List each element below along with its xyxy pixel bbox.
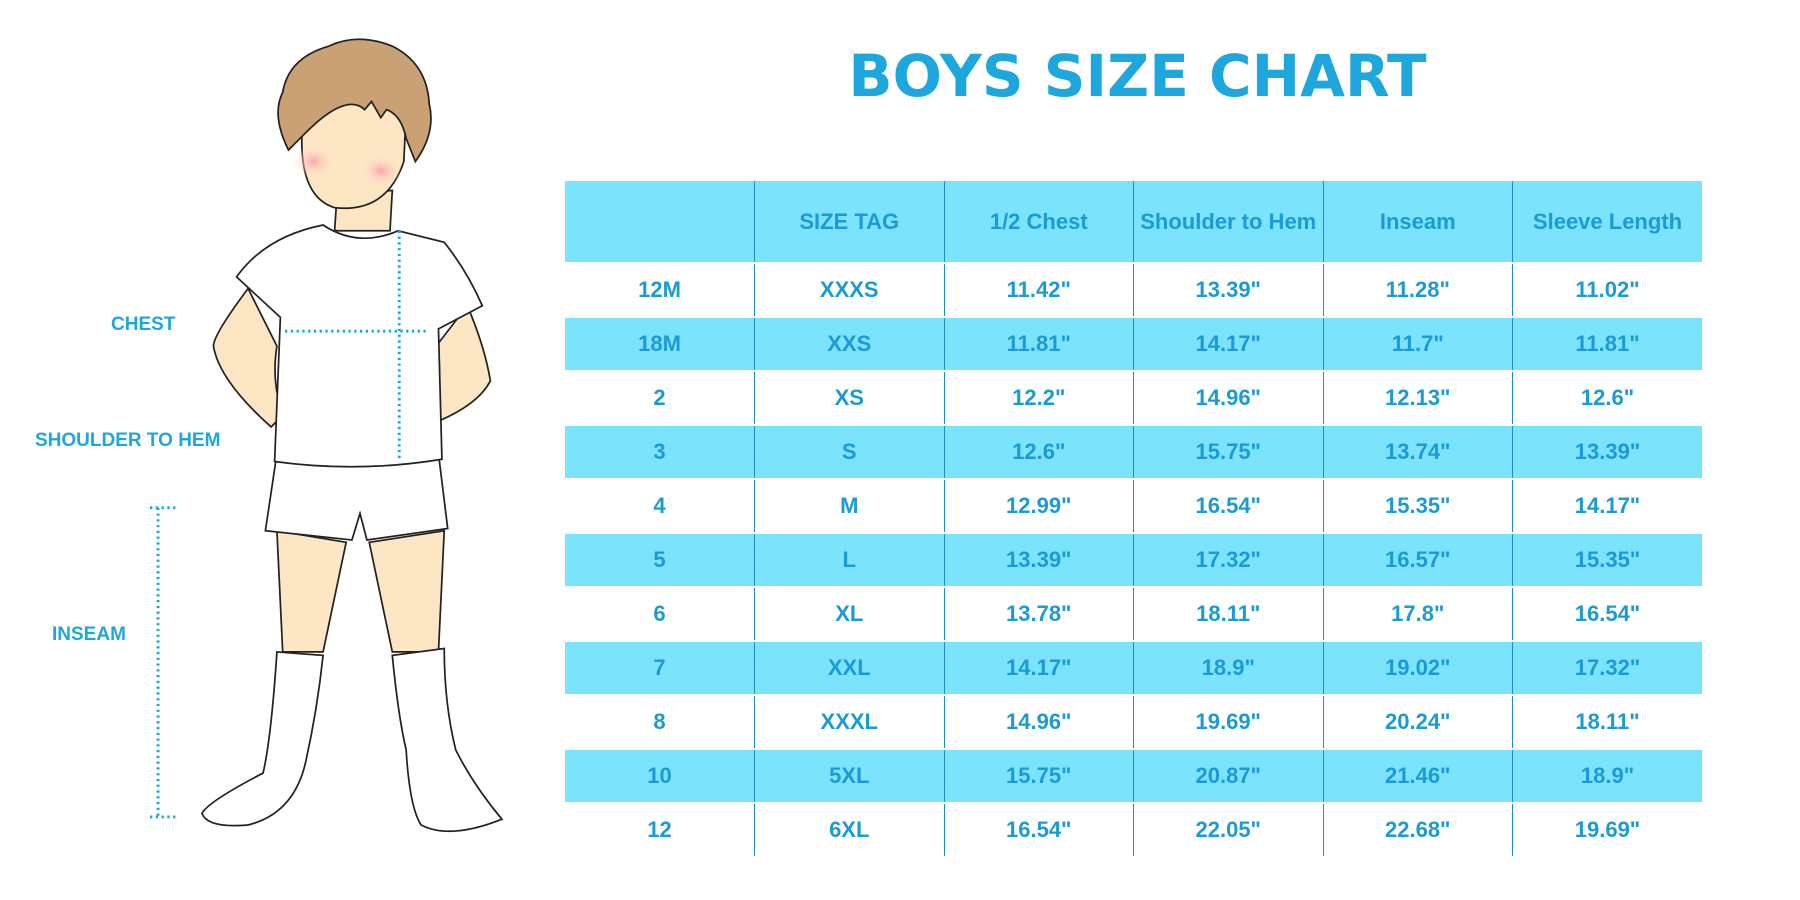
table-row: 7 XXL 14.17" 18.9" 19.02" 17.32" <box>565 641 1702 695</box>
table-cell: 17.8" <box>1322 587 1513 641</box>
table-cell: 11.28" <box>1322 263 1513 317</box>
table-row: 18M XXS 11.81" 14.17" 11.7" 11.81" <box>565 317 1702 371</box>
table-cell: 14.17" <box>1512 479 1702 533</box>
table-cell: S <box>754 425 944 479</box>
table-cell: 2 <box>653 385 666 410</box>
table-cell: 17.32" <box>1133 533 1323 587</box>
table-cell: 13.78" <box>943 587 1134 641</box>
table-cell: XXXL <box>754 695 944 749</box>
table-cell: 14.96" <box>1133 371 1323 425</box>
table-cell: 10 <box>565 749 755 803</box>
table-row: 4 M 12.99" 16.54" 15.35" 14.17" <box>565 479 1702 533</box>
table-cell: 19.69" <box>1133 695 1323 749</box>
table-cell: 7 <box>565 641 755 695</box>
table-cell: 15.75" <box>943 749 1134 803</box>
table-row: 2 XS 12.2" 14.96" 12.13" 12.6" <box>565 371 1702 425</box>
table-cell: 13.74" <box>1322 425 1513 479</box>
table-row: 3 S 12.6" 15.75" 13.74" 13.39" <box>565 425 1702 479</box>
table-cell: XL <box>754 587 944 641</box>
table-cell: 6 <box>653 601 666 626</box>
table-cell: 13.39" <box>1512 425 1702 479</box>
table-cell: 11.81" <box>1512 317 1702 371</box>
column-header: Shoulder to Hem <box>1133 181 1323 263</box>
table-cell: XXL <box>754 641 944 695</box>
table-cell: 20.24" <box>1322 695 1513 749</box>
table-cell: 11.42" <box>943 263 1134 317</box>
column-header <box>565 181 755 263</box>
table-cell: XXXS <box>754 263 944 317</box>
table-cell: 6XL <box>754 803 944 856</box>
table-row: 6 XL 13.78" 18.11" 17.8" 16.54" <box>565 587 1702 641</box>
table-cell: 11.7" <box>1322 317 1513 371</box>
table-cell: 18.9" <box>1133 641 1323 695</box>
table-cell: 11.81" <box>943 317 1134 371</box>
table-cell: 5 <box>565 533 755 587</box>
table-cell: L <box>754 533 944 587</box>
table-cell: 5XL <box>754 749 944 803</box>
column-header: Sleeve Length <box>1512 181 1702 263</box>
column-header: 1/2 Chest <box>943 181 1134 263</box>
chest-label: CHEST <box>111 314 176 335</box>
table-cell: 12.2" <box>943 371 1134 425</box>
page-title: BOYS SIZE CHART <box>848 42 1427 110</box>
table-cell: 4 <box>653 493 666 518</box>
column-header: Inseam <box>1322 181 1513 263</box>
table-cell: 14.96" <box>943 695 1134 749</box>
table-cell: 18M <box>565 317 755 371</box>
table-cell: 12.99" <box>943 479 1134 533</box>
table-cell: 16.54" <box>943 803 1134 856</box>
table-cell: 3 <box>565 425 755 479</box>
table-cell: XXS <box>754 317 944 371</box>
table-row: 12M XXXS 11.42" 13.39" 11.28" 11.02" <box>565 263 1702 317</box>
table-cell: 16.54" <box>1512 587 1702 641</box>
table-cell: 12 <box>647 817 672 842</box>
column-header: SIZE TAG <box>754 181 944 263</box>
table-cell: 11.02" <box>1512 263 1702 317</box>
table-cell: 15.35" <box>1512 533 1702 587</box>
table-cell: 12M <box>638 277 681 302</box>
table-cell: M <box>754 479 944 533</box>
table-cell: 16.57" <box>1322 533 1513 587</box>
shoulder-to-hem-label: SHOULDER TO HEM <box>35 430 221 451</box>
table-cell: 12.6" <box>943 425 1134 479</box>
table-cell: 12.6" <box>1512 371 1702 425</box>
table-header-row: SIZE TAG 1/2 Chest Shoulder to Hem Inseam Sl… <box>565 181 1702 263</box>
table-row: 10 5XL 15.75" 20.87" 21.46" 18.9" <box>565 749 1702 803</box>
table-cell: 15.75" <box>1133 425 1323 479</box>
table-cell: 18.9" <box>1512 749 1702 803</box>
table-cell: 19.02" <box>1322 641 1513 695</box>
table-cell: XS <box>754 371 944 425</box>
table-cell: 19.69" <box>1512 803 1702 856</box>
table-cell: 14.17" <box>943 641 1134 695</box>
table-cell: 17.32" <box>1512 641 1702 695</box>
table-cell: 16.54" <box>1133 479 1323 533</box>
table-cell: 12.13" <box>1322 371 1513 425</box>
table-cell: 14.17" <box>1133 317 1323 371</box>
table-cell: 20.87" <box>1133 749 1323 803</box>
table-cell: 13.39" <box>1133 263 1323 317</box>
inseam-label: INSEAM <box>52 624 126 645</box>
table-cell: 8 <box>653 709 666 734</box>
table-row: 5 L 13.39" 17.32" 16.57" 15.35" <box>565 533 1702 587</box>
size-chart-table: SIZE TAG 1/2 Chest Shoulder to Hem Inseam Sl… <box>565 181 1702 856</box>
table-cell: 21.46" <box>1322 749 1513 803</box>
table-cell: 22.05" <box>1133 803 1323 856</box>
table-cell: 22.68" <box>1322 803 1513 856</box>
table-cell: 18.11" <box>1133 587 1323 641</box>
table-cell: 13.39" <box>943 533 1134 587</box>
table-cell: 15.35" <box>1322 479 1513 533</box>
table-row: 12 6XL 16.54" 22.05" 22.68" 19.69" <box>565 803 1702 856</box>
table-row: 8 XXXL 14.96" 19.69" 20.24" 18.11" <box>565 695 1702 749</box>
table-cell: 18.11" <box>1512 695 1702 749</box>
